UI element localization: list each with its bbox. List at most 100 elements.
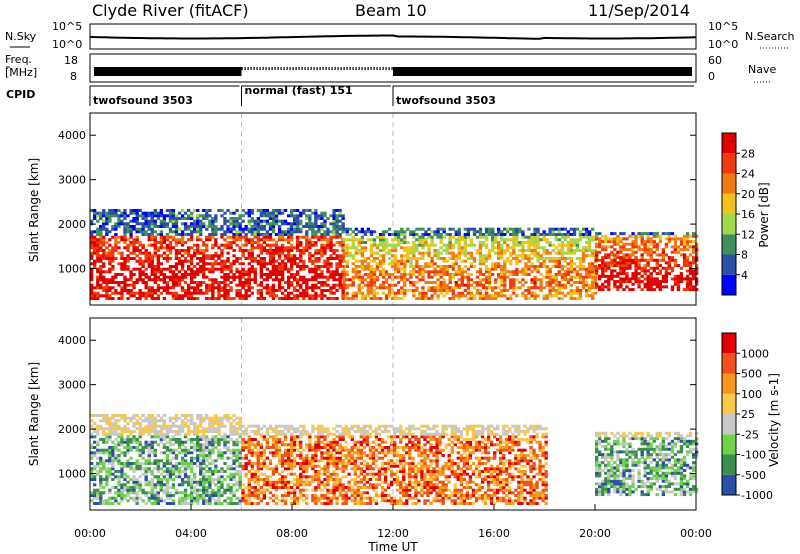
data-cell [259, 211, 264, 215]
data-cell [332, 286, 336, 290]
data-cell [381, 241, 386, 244]
data-cell [631, 250, 635, 254]
data-cell [196, 448, 200, 452]
data-cell [220, 227, 224, 231]
data-cell [102, 235, 106, 239]
data-cell [247, 286, 251, 290]
data-cell [132, 467, 136, 471]
data-cell [649, 274, 653, 278]
data-cell [329, 291, 333, 295]
data-cell [274, 270, 279, 274]
freq-dot [295, 67, 297, 70]
data-cell [156, 491, 161, 495]
data-cell [259, 464, 264, 468]
data-cell [601, 285, 605, 289]
data-cell [341, 249, 345, 252]
data-cell [202, 222, 206, 226]
data-cell [403, 249, 407, 252]
data-cell [320, 254, 324, 258]
data-cell [634, 245, 638, 249]
data-cell [329, 222, 333, 226]
data-cell [652, 266, 656, 270]
data-cell [317, 257, 321, 260]
data-cell [311, 230, 315, 234]
data-cell [250, 502, 254, 505]
data-cell [162, 446, 167, 449]
data-cell [108, 419, 112, 423]
data-cell [220, 262, 224, 266]
data-cell [108, 435, 112, 439]
data-cell [293, 225, 297, 228]
data-cell [643, 258, 647, 262]
data-cell [643, 272, 647, 276]
data-cell [199, 438, 203, 441]
data-cell [165, 480, 170, 484]
data-cell [183, 289, 188, 292]
data-cell [183, 459, 188, 463]
data-cell [290, 222, 294, 226]
data-cell [141, 251, 145, 255]
data-cell [238, 230, 242, 234]
data-cell [581, 257, 586, 260]
data-cell [135, 214, 139, 218]
data-cell [165, 267, 170, 271]
data-cell [335, 262, 339, 266]
data-cell [217, 480, 221, 484]
data-cell [338, 219, 342, 223]
data-cell [138, 294, 142, 298]
data-cell [503, 262, 507, 266]
data-cell [202, 478, 206, 481]
data-cell [372, 267, 377, 271]
data-cell [147, 289, 151, 292]
data-cell [302, 211, 306, 215]
data-cell [153, 241, 157, 244]
data-cell [247, 488, 251, 492]
data-cell [180, 478, 185, 481]
data-cell [271, 297, 276, 300]
data-cell [518, 281, 522, 284]
data-cell [223, 478, 227, 481]
data-cell [457, 283, 461, 287]
data-cell [196, 438, 200, 441]
data-cell [247, 241, 251, 244]
data-cell [214, 499, 218, 503]
data-cell [90, 233, 94, 236]
data-cell [193, 209, 197, 212]
data-cell [667, 237, 672, 241]
data-cell [162, 222, 167, 226]
data-cell [253, 496, 257, 500]
data-cell [326, 217, 330, 220]
data-cell [685, 232, 690, 236]
data-cell [584, 273, 589, 276]
data-cell [478, 233, 483, 236]
data-cell [102, 265, 106, 268]
data-cell [190, 486, 194, 489]
data-cell [144, 424, 148, 428]
data-cell [229, 230, 233, 234]
data-cell [500, 238, 504, 242]
data-cell [196, 464, 200, 468]
data-cell [290, 262, 294, 266]
data-cell [144, 502, 148, 505]
data-cell [220, 259, 224, 263]
data-cell [521, 257, 525, 260]
data-cell [262, 214, 267, 218]
data-cell [448, 273, 452, 276]
data-cell [445, 246, 449, 250]
data-cell [560, 278, 565, 282]
data-cell [366, 273, 371, 276]
data-cell [661, 248, 666, 252]
data-cell [323, 251, 327, 255]
data-cell [497, 257, 501, 260]
data-cell [433, 243, 437, 247]
data-cell [277, 265, 282, 268]
data-cell [369, 273, 374, 276]
data-cell [342, 286, 346, 290]
data-cell [469, 291, 474, 295]
data-cell [545, 275, 549, 279]
data-cell [202, 496, 206, 500]
data-cell [530, 286, 534, 290]
data-cell [187, 424, 191, 428]
data-cell [211, 422, 215, 425]
data-cell [688, 253, 693, 257]
